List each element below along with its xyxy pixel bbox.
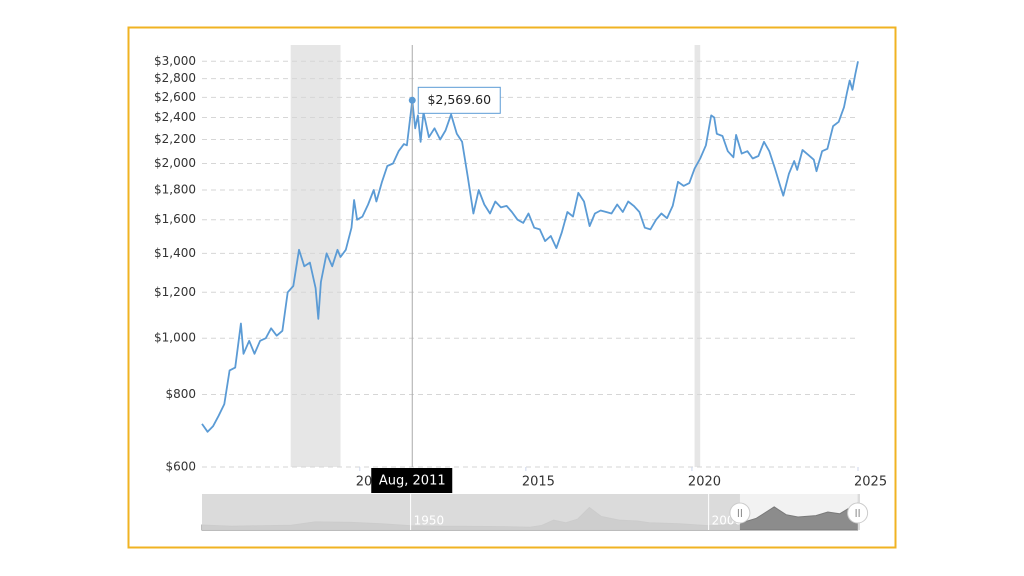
tooltip-value: $2,569.60 — [427, 92, 491, 107]
y-tick-label: $1,400 — [154, 246, 196, 260]
y-tick-label: $800 — [165, 387, 196, 401]
y-tick-label: $600 — [165, 460, 196, 474]
navigator-mask — [202, 494, 740, 530]
tooltip-box — [417, 86, 501, 114]
hover-marker — [408, 96, 416, 104]
y-tick-label: $1,600 — [154, 212, 196, 226]
y-tick-label: $2,800 — [154, 71, 196, 85]
y-tick-label: $1,800 — [154, 183, 196, 197]
y-tick-label: $2,000 — [154, 156, 196, 170]
price-line — [201, 61, 859, 433]
y-tick-label: $1,200 — [154, 285, 196, 299]
y-tick-label: $3,000 — [154, 54, 196, 68]
x-tick-label: 2015 — [522, 475, 555, 490]
recession-band — [290, 45, 341, 467]
navigator-handle[interactable] — [847, 502, 869, 524]
x-tick-label: 2020 — [688, 475, 721, 490]
y-tick-label: $2,400 — [154, 110, 196, 124]
date-label: Aug, 2011 — [379, 474, 446, 489]
y-tick-label: $2,200 — [154, 132, 196, 146]
x-tick-label: 2025 — [854, 475, 887, 490]
navigator-tick-label: 1950 — [414, 514, 445, 528]
y-tick-label: $2,600 — [154, 90, 196, 104]
navigator-handle[interactable] — [729, 502, 751, 524]
recession-band — [694, 45, 701, 467]
date-label-box — [371, 468, 453, 493]
y-tick-label: $1,000 — [154, 331, 196, 345]
chart-frame — [127, 26, 897, 549]
